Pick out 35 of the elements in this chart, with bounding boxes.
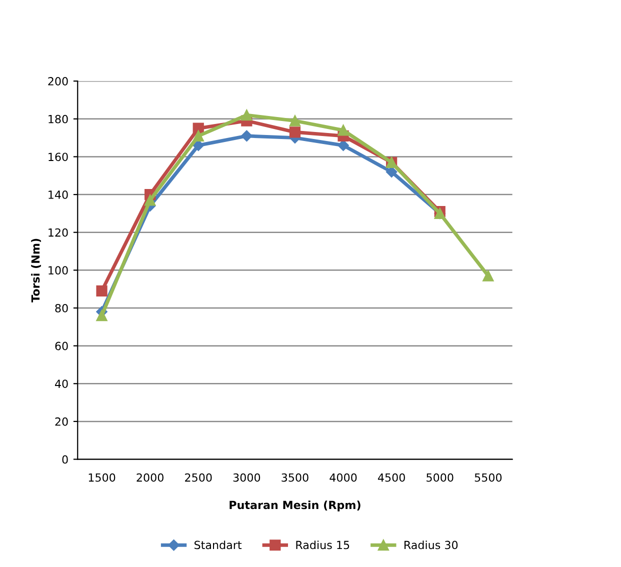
- x-tick-label: 5500: [474, 473, 502, 482]
- x-tick-label: 3500: [282, 473, 308, 482]
- x-tick-label: 2000: [136, 473, 164, 482]
- y-tick-label: 100: [48, 266, 68, 275]
- legend-label: Radius 30: [404, 540, 458, 550]
- point: [192, 130, 204, 142]
- x-tick-label: 3000: [233, 473, 260, 482]
- y-axis-title: Torsi (Nm): [31, 238, 41, 302]
- point: [241, 110, 252, 121]
- y-tick-label: 40: [55, 380, 68, 388]
- x-tick-label: 5000: [426, 473, 454, 482]
- point: [96, 285, 108, 297]
- y-tick-label: 20: [55, 417, 68, 426]
- x-axis-title: Putaran Mesin (Rpm): [230, 500, 360, 512]
- legend-label: Standart: [194, 540, 242, 550]
- point: [241, 130, 252, 142]
- point: [482, 270, 494, 282]
- y-tick-label: 0: [62, 455, 68, 464]
- y-tick-label: 80: [55, 304, 68, 312]
- point: [96, 310, 108, 322]
- point: [338, 124, 349, 136]
- legend-label: Radius 15: [296, 540, 350, 550]
- y-tick-label: 60: [55, 342, 68, 350]
- point: [289, 115, 301, 126]
- x-tick-label: 4500: [378, 473, 405, 482]
- y-tick-label: 200: [48, 77, 68, 86]
- y-tick-label: 160: [48, 152, 68, 162]
- point: [289, 126, 301, 138]
- y-tick-label: 120: [48, 228, 68, 237]
- x-tick-label: 4000: [330, 473, 357, 482]
- x-tick-label: 1500: [88, 473, 116, 482]
- x-tick-label: 2500: [185, 473, 212, 482]
- point: [144, 194, 156, 206]
- y-tick-label: 180: [48, 114, 68, 124]
- y-tick-label: 140: [48, 190, 68, 199]
